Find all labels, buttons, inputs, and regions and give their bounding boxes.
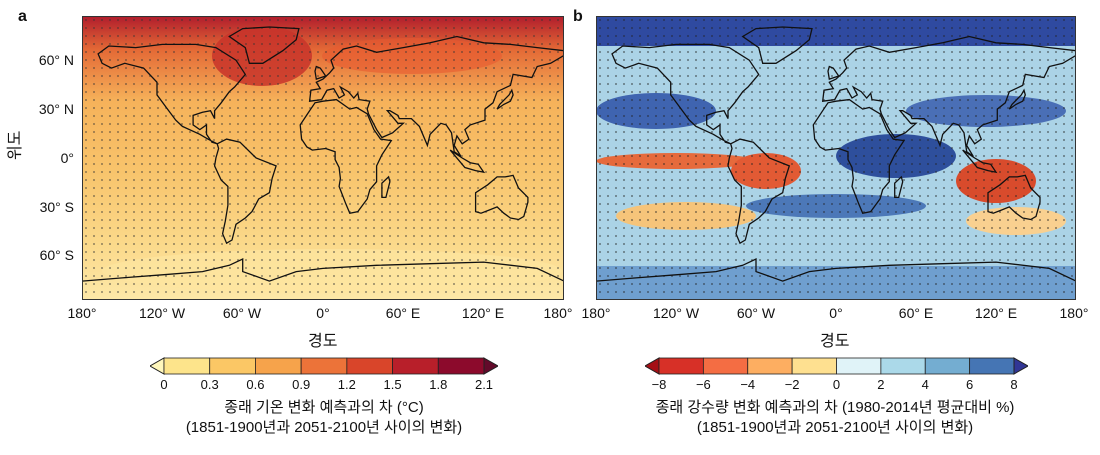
cb-b-color-bin [836,357,882,375]
coastline-antarctica [82,257,564,282]
lon-tick: 60° W [222,305,262,321]
coastline-africa [812,98,906,214]
cb-a-tick-label: 0.9 [292,377,311,392]
cb-b-color-bin [747,357,793,375]
coastline-australia [987,174,1041,221]
cb-a-color-bin [300,357,348,375]
cb-b-tick-label: −2 [784,377,800,392]
cb-b-tick-label: 8 [1010,377,1018,392]
coastline-greenland [741,26,813,64]
coastline-antarctica [596,257,1076,282]
colorbar-title-b: 종래 강수량 변화 예측과의 차 (1980-2014년 평균대비 %) [655,399,1015,416]
colorbar-precipitation [645,357,1028,375]
coastline-greenland [228,26,300,64]
cb-b-tick-label: 0 [832,377,841,392]
panel-label-b: b [573,8,583,25]
coastline-indonesia [449,149,486,174]
x-axis-title-b: 경도 [820,333,850,350]
cb-a-tick-label: 0 [160,377,168,392]
cb-a-tick-label: 1.8 [429,377,448,392]
cb-a-tick-label: 1.5 [383,377,402,392]
cb-a-tick-label: 2.1 [474,377,494,392]
cb-a-high-extend [483,357,498,375]
lat-tick: 30° N [38,101,74,117]
y-axis-title: 위도 [7,130,24,160]
coastline-north-america [97,43,247,145]
cb-a-tick-label: 0.6 [246,377,265,392]
coastline-uk [314,65,327,80]
colorbar-subtitle-a: (1851-1900년과 2051-2100년 사이의 변화) [185,419,463,436]
precipitation-map [596,16,1076,300]
cb-b-high-extend [1013,357,1028,375]
lon-tick: 180° [543,305,573,321]
colorbar-subtitle-b: (1851-1900년과 2051-2100년 사이의 변화) [696,419,974,436]
cb-b-color-bin [791,357,837,375]
lon-tick: 0° [829,305,843,321]
coastline-eurasia [308,35,564,157]
colorbar-title-a: 종래 기온 변화 예측과의 차 (°C) [224,399,424,416]
cb-a-color-bin [209,357,256,375]
coastline-south-america [727,138,791,245]
coastline-eurasia [821,35,1076,157]
cb-a-color-bin [392,357,439,375]
temperature-map [82,16,564,300]
cb-b-color-bin [924,357,971,375]
cb-b-color-bin [969,357,1015,375]
cb-a-color-bin [346,357,393,375]
cb-a-tick-label: 0.3 [200,377,219,392]
cb-a-tick-label: 1.2 [337,377,356,392]
panel-label-a: a [18,8,27,25]
colorbar-temperature [150,357,498,375]
lon-tick: 120° W [652,305,700,321]
cb-b-low-extend [645,357,660,375]
coastline-japan [496,88,514,110]
coastline-japan [1008,88,1026,110]
cb-b-color-bin [702,357,749,375]
coastline-madagascar [381,175,391,199]
cb-b-tick-label: −6 [695,377,711,392]
cb-b-tick-label: 6 [966,377,974,392]
cb-b-tick-label: 4 [921,377,929,392]
lon-tick: 60° W [736,305,776,321]
lon-tick: 180° [67,305,97,321]
coastline-madagascar [894,175,904,199]
lon-tick: 120° E [461,305,505,321]
cb-a-color-bin [255,357,302,375]
cb-b-tick-label: −8 [651,377,667,392]
coastline-uk [827,65,840,80]
cb-b-tick-label: −4 [740,377,756,392]
cb-b-color-bin [880,357,926,375]
coastline-indonesia [962,149,998,174]
cb-a-low-extend [150,357,165,375]
cb-a-color-bin [437,357,485,375]
cb-a-color-bin [163,357,211,375]
lon-tick: 0° [316,305,330,321]
lon-tick: 60° E [898,305,934,321]
lat-tick: 60° S [39,247,74,263]
coastline-north-america [611,43,760,145]
lon-tick: 60° E [385,305,421,321]
lon-tick: 180° [581,305,611,321]
cb-b-color-bin [658,357,704,375]
lon-tick: 120° E [974,305,1018,321]
coastline-africa [299,98,393,214]
x-axis-title-a: 경도 [308,333,338,350]
coastline-south-america [213,138,277,245]
lat-tick: 30° S [39,199,74,215]
coastline-australia [474,174,529,221]
lat-tick: 0° [60,150,74,166]
cb-b-tick-label: 2 [877,377,885,392]
lon-tick: 180° [1059,305,1089,321]
lon-tick: 120° W [138,305,186,321]
lat-tick: 60° N [38,52,74,68]
